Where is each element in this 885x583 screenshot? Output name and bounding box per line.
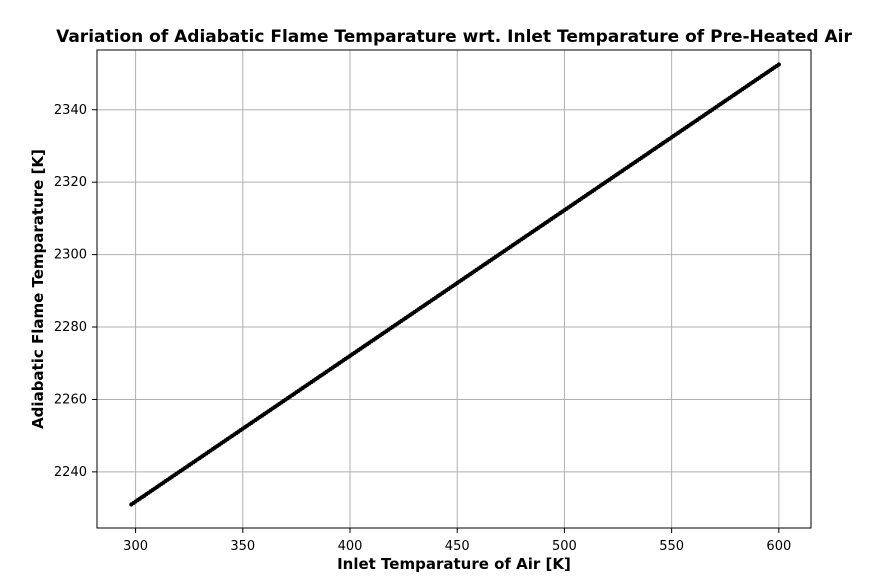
x-tick-label: 350 [230,539,255,554]
y-grid-lines [97,109,811,473]
plot-area [96,49,812,529]
chart-title: Variation of Adiabatic Flame Temparature… [56,27,852,47]
x-tick-label: 600 [766,539,791,554]
series-layer [129,62,781,507]
x-grid-lines [135,50,780,528]
y-tick-label: 2340 [54,103,87,118]
y-tick-label: 2240 [54,465,87,480]
x-tick-label: 500 [552,539,577,554]
x-axis-ticks: 300 350 400 450 500 550 600 [123,528,791,554]
x-axis-label: Inlet Temparature of Air [K] [337,555,571,573]
x-tick-label: 300 [123,539,148,554]
y-tick-label: 2260 [54,392,87,407]
x-tick-label: 450 [445,539,470,554]
y-tick-label: 2280 [54,320,87,335]
series-point [776,62,781,67]
x-tick-label: 400 [338,539,363,554]
y-axis-label: Adiabatic Flame Temparature [K] [29,149,47,429]
plot-frame [96,49,812,529]
x-tick-label: 550 [659,539,684,554]
y-tick-label: 2300 [54,248,87,263]
y-tick-label: 2320 [54,175,87,190]
y-axis-ticks: 2240 2260 2280 2300 2320 2340 [54,103,97,480]
